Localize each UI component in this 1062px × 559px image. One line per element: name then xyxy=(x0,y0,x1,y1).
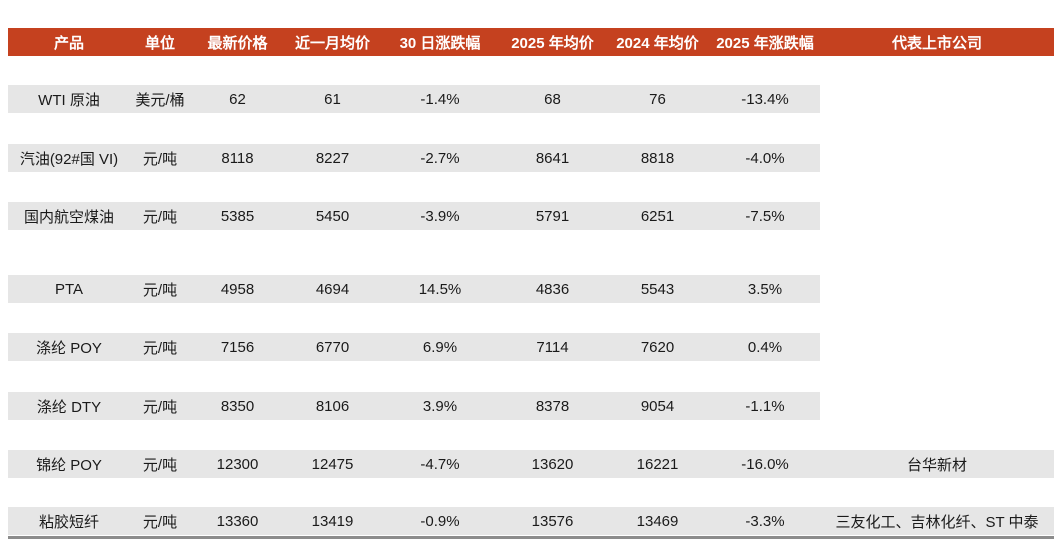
cell-product: 锦纶 POY xyxy=(36,456,102,474)
cell-month_avg: 8106 xyxy=(315,397,350,415)
cell-chg_2025: 3.5% xyxy=(747,280,783,298)
cell-chg_30d: -3.9% xyxy=(420,207,460,225)
cell-product: WTI 原油 xyxy=(38,91,100,109)
cell-unit: 元/吨 xyxy=(142,150,178,168)
cell-latest: 62 xyxy=(229,90,246,108)
cell-chg_2025: -1.1% xyxy=(745,397,785,415)
cell-avg_2025: 8641 xyxy=(535,149,570,167)
cell-avg_2024: 9054 xyxy=(640,397,675,415)
cell-latest: 4958 xyxy=(220,280,255,298)
cell-chg_30d: -0.9% xyxy=(420,512,460,530)
cell-chg_30d: 14.5% xyxy=(418,280,462,298)
cell-chg_2025: -3.3% xyxy=(745,512,785,530)
cell-avg_2024: 16221 xyxy=(636,455,679,473)
cell-month_avg: 6770 xyxy=(315,338,350,356)
cell-latest: 7156 xyxy=(220,338,255,356)
table-row: 涤纶 DTY 元/吨 8350 8106 3.9% 8378 9054 -1.1% xyxy=(8,392,820,420)
cell-month_avg: 5450 xyxy=(315,207,350,225)
cell-avg_2025: 7114 xyxy=(536,338,569,356)
cell-latest: 5385 xyxy=(220,207,255,225)
cell-unit: 元/吨 xyxy=(142,456,178,474)
cell-unit: 元/吨 xyxy=(142,339,178,357)
column-header-chg_2025: 2025 年涨跌幅 xyxy=(716,34,814,52)
cell-unit: 元/吨 xyxy=(142,513,178,531)
cell-avg_2024: 5543 xyxy=(640,280,675,298)
table-row: 涤纶 POY 元/吨 7156 6770 6.9% 7114 7620 0.4% xyxy=(8,333,820,361)
table-row: WTI 原油 美元/桶 62 61 -1.4% 68 76 -13.4% xyxy=(8,85,820,113)
table-row: 国内航空煤油 元/吨 5385 5450 -3.9% 5791 6251 -7.5% xyxy=(8,202,820,230)
cell-avg_2025: 8378 xyxy=(535,397,570,415)
cell-chg_2025: -13.4% xyxy=(741,90,789,108)
table-bottom-rule xyxy=(8,536,1054,539)
cell-avg_2024: 7620 xyxy=(640,338,675,356)
cell-avg_2024: 8818 xyxy=(640,149,675,167)
cell-product: 涤纶 DTY xyxy=(36,398,102,416)
cell-unit: 元/吨 xyxy=(142,398,178,416)
cell-avg_2024: 76 xyxy=(649,90,666,108)
cell-avg_2025: 13576 xyxy=(531,512,574,530)
table-header: 产品 单位 最新价格 近一月均价 30 日涨跌幅 2025 年均价 2024 年均价 2025… xyxy=(8,28,1054,56)
cell-chg_30d: -2.7% xyxy=(420,149,460,167)
cell-unit: 元/吨 xyxy=(142,208,178,226)
cell-month_avg: 13419 xyxy=(311,512,354,530)
column-header-avg_2025: 2025 年均价 xyxy=(511,34,594,52)
cell-month_avg: 8227 xyxy=(315,149,350,167)
cell-companies: 台华新材 xyxy=(906,456,967,474)
cell-avg_2025: 68 xyxy=(544,90,561,108)
cell-avg_2024: 13469 xyxy=(636,512,679,530)
column-header-chg_30d: 30 日涨跌幅 xyxy=(399,34,481,52)
cell-companies: 三友化工、吉林化纤、ST 中泰 xyxy=(835,513,1039,531)
cell-chg_30d: 6.9% xyxy=(422,338,458,356)
table-row: 汽油(92#国 VI) 元/吨 8118 8227 -2.7% 8641 8818 -4.0% xyxy=(8,144,820,172)
cell-avg_2025: 13620 xyxy=(531,455,574,473)
cell-unit: 元/吨 xyxy=(142,281,178,299)
cell-product: 涤纶 POY xyxy=(36,339,102,357)
cell-month_avg: 4694 xyxy=(315,280,350,298)
cell-latest: 13360 xyxy=(216,512,259,530)
table-row: 粘胶短纤 元/吨 13360 13419 -0.9% 13576 13469 -3.3% 三友化… xyxy=(8,507,1054,535)
cell-latest: 12300 xyxy=(216,455,259,473)
cell-product: 粘胶短纤 xyxy=(38,513,99,531)
column-header-month_avg: 近一月均价 xyxy=(294,34,370,52)
column-header-latest: 最新价格 xyxy=(207,34,268,52)
column-header-avg_2024: 2024 年均价 xyxy=(616,34,699,52)
cell-avg_2024: 6251 xyxy=(640,207,675,225)
cell-chg_2025: -4.0% xyxy=(745,149,785,167)
cell-chg_2025: 0.4% xyxy=(747,338,783,356)
column-header-unit: 单位 xyxy=(144,34,175,52)
column-header-companies: 代表上市公司 xyxy=(891,34,982,52)
cell-latest: 8118 xyxy=(221,149,254,167)
cell-chg_2025: -7.5% xyxy=(745,207,785,225)
cell-unit: 美元/桶 xyxy=(135,91,185,109)
cell-chg_30d: 3.9% xyxy=(422,397,458,415)
column-header-product: 产品 xyxy=(53,34,84,52)
table-row: 锦纶 POY 元/吨 12300 12475 -4.7% 13620 16221 -16.0%… xyxy=(8,450,1054,478)
cell-latest: 8350 xyxy=(220,397,255,415)
cell-product: 汽油(92#国 VI) xyxy=(19,150,119,168)
cell-chg_2025: -16.0% xyxy=(741,455,789,473)
cell-product: PTA xyxy=(54,280,84,298)
cell-chg_30d: -4.7% xyxy=(420,455,460,473)
table-row: PTA 元/吨 4958 4694 14.5% 4836 5543 3.5% xyxy=(8,275,820,303)
cell-product: 国内航空煤油 xyxy=(23,208,114,226)
cell-chg_30d: -1.4% xyxy=(420,90,460,108)
cell-avg_2025: 4836 xyxy=(535,280,570,298)
cell-avg_2025: 5791 xyxy=(535,207,570,225)
cell-month_avg: 61 xyxy=(324,90,341,108)
cell-month_avg: 12475 xyxy=(311,455,354,473)
